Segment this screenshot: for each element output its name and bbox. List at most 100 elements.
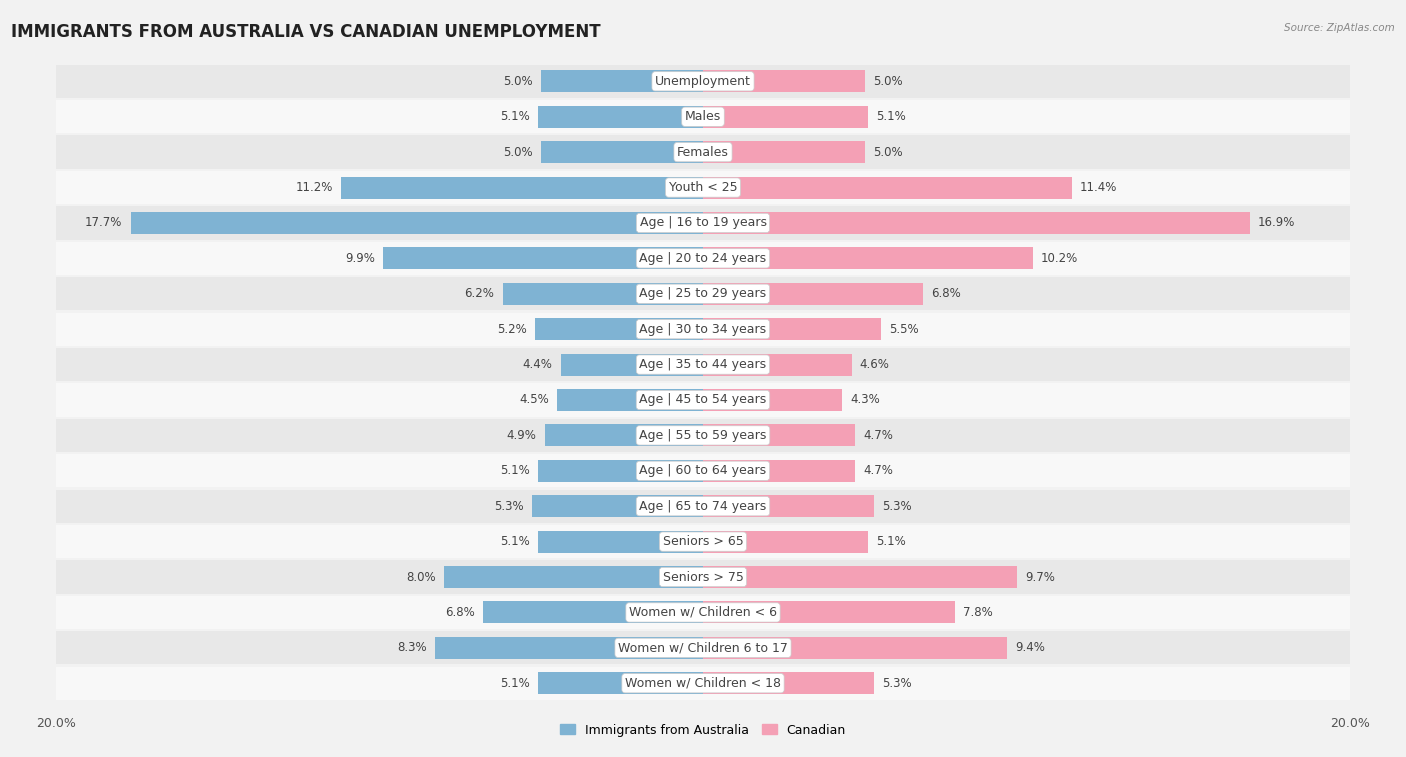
Text: 16.9%: 16.9% [1257, 217, 1295, 229]
Text: 5.3%: 5.3% [494, 500, 523, 512]
Bar [56, 596, 1350, 629]
Bar [56, 171, 1350, 204]
Text: 5.2%: 5.2% [496, 322, 527, 335]
Bar [544, 425, 703, 447]
Bar [56, 100, 1350, 133]
Text: 5.0%: 5.0% [873, 145, 903, 159]
Bar [56, 525, 1350, 558]
Text: Source: ZipAtlas.com: Source: ZipAtlas.com [1284, 23, 1395, 33]
Text: 4.7%: 4.7% [863, 464, 893, 478]
Bar [131, 212, 703, 234]
Text: 5.0%: 5.0% [503, 75, 533, 88]
Text: Youth < 25: Youth < 25 [669, 181, 737, 194]
Bar [703, 283, 922, 305]
Bar [56, 64, 1350, 98]
Bar [484, 602, 703, 624]
Text: 10.2%: 10.2% [1040, 252, 1078, 265]
Text: 4.9%: 4.9% [506, 429, 537, 442]
Text: 4.6%: 4.6% [860, 358, 890, 371]
Bar [56, 383, 1350, 416]
Bar [703, 672, 875, 694]
Bar [434, 637, 703, 659]
Bar [703, 425, 855, 447]
Text: Age | 16 to 19 years: Age | 16 to 19 years [640, 217, 766, 229]
Bar [444, 566, 703, 588]
Bar [703, 318, 880, 340]
Bar [56, 241, 1350, 275]
Bar [56, 490, 1350, 523]
Bar [538, 106, 703, 128]
Text: 9.4%: 9.4% [1015, 641, 1045, 654]
Bar [703, 70, 865, 92]
Text: Seniors > 75: Seniors > 75 [662, 571, 744, 584]
Bar [56, 419, 1350, 452]
Bar [502, 283, 703, 305]
Bar [534, 318, 703, 340]
Text: 5.1%: 5.1% [501, 464, 530, 478]
Text: 4.3%: 4.3% [851, 394, 880, 407]
Bar [703, 354, 852, 375]
Text: Age | 35 to 44 years: Age | 35 to 44 years [640, 358, 766, 371]
Bar [56, 207, 1350, 239]
Bar [531, 495, 703, 517]
Text: 5.1%: 5.1% [501, 111, 530, 123]
Text: Age | 25 to 29 years: Age | 25 to 29 years [640, 287, 766, 301]
Text: 4.7%: 4.7% [863, 429, 893, 442]
Bar [703, 106, 868, 128]
Bar [340, 176, 703, 198]
Bar [558, 389, 703, 411]
Bar [703, 459, 855, 481]
Text: 5.3%: 5.3% [883, 500, 912, 512]
Bar [56, 313, 1350, 346]
Bar [703, 176, 1071, 198]
Bar [56, 560, 1350, 593]
Bar [56, 136, 1350, 169]
Bar [703, 495, 875, 517]
Text: 5.1%: 5.1% [501, 535, 530, 548]
Text: Age | 30 to 34 years: Age | 30 to 34 years [640, 322, 766, 335]
Bar [541, 141, 703, 163]
Bar [56, 277, 1350, 310]
Bar [56, 454, 1350, 488]
Text: 5.5%: 5.5% [889, 322, 918, 335]
Text: 6.8%: 6.8% [931, 287, 960, 301]
Bar [703, 212, 1250, 234]
Bar [382, 248, 703, 269]
Text: 5.1%: 5.1% [876, 535, 905, 548]
Text: Women w/ Children 6 to 17: Women w/ Children 6 to 17 [619, 641, 787, 654]
Text: 8.0%: 8.0% [406, 571, 436, 584]
Bar [56, 348, 1350, 382]
Bar [703, 248, 1033, 269]
Bar [56, 667, 1350, 700]
Bar [538, 459, 703, 481]
Text: Age | 65 to 74 years: Age | 65 to 74 years [640, 500, 766, 512]
Text: 5.3%: 5.3% [883, 677, 912, 690]
Text: 4.4%: 4.4% [523, 358, 553, 371]
Bar [703, 389, 842, 411]
Text: 5.1%: 5.1% [501, 677, 530, 690]
Text: Unemployment: Unemployment [655, 75, 751, 88]
Bar [703, 602, 955, 624]
Bar [538, 672, 703, 694]
Text: 7.8%: 7.8% [963, 606, 993, 619]
Text: 11.4%: 11.4% [1080, 181, 1118, 194]
Bar [561, 354, 703, 375]
Bar [703, 566, 1017, 588]
Text: Age | 20 to 24 years: Age | 20 to 24 years [640, 252, 766, 265]
Text: Seniors > 65: Seniors > 65 [662, 535, 744, 548]
Bar [703, 531, 868, 553]
Text: 5.0%: 5.0% [873, 75, 903, 88]
Text: 5.0%: 5.0% [503, 145, 533, 159]
Bar [703, 637, 1007, 659]
Text: 6.2%: 6.2% [464, 287, 495, 301]
Text: IMMIGRANTS FROM AUSTRALIA VS CANADIAN UNEMPLOYMENT: IMMIGRANTS FROM AUSTRALIA VS CANADIAN UN… [11, 23, 600, 41]
Text: 4.5%: 4.5% [520, 394, 550, 407]
Text: 8.3%: 8.3% [396, 641, 426, 654]
Text: Males: Males [685, 111, 721, 123]
Text: 9.9%: 9.9% [344, 252, 375, 265]
Text: Age | 45 to 54 years: Age | 45 to 54 years [640, 394, 766, 407]
Bar [538, 531, 703, 553]
Text: 9.7%: 9.7% [1025, 571, 1054, 584]
Bar [703, 141, 865, 163]
Text: Females: Females [678, 145, 728, 159]
